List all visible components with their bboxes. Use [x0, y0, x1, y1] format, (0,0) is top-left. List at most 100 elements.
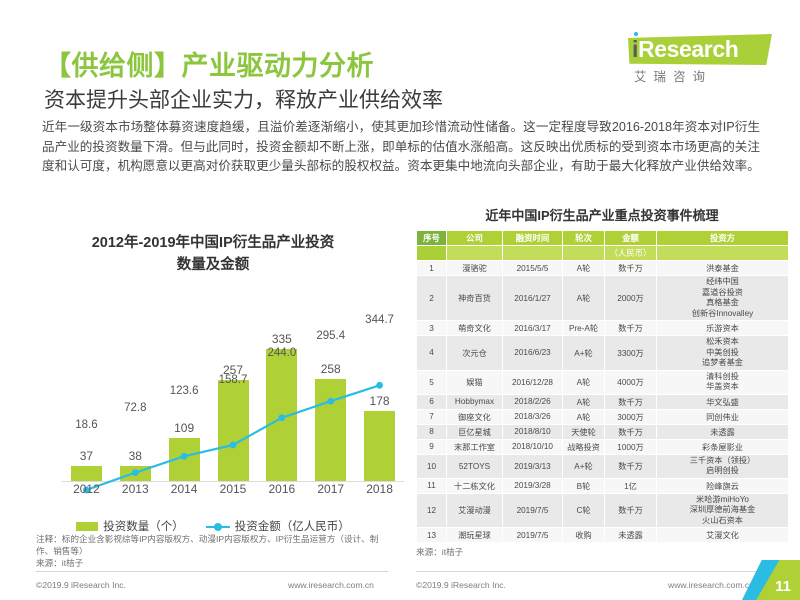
- chart-bar-value-label: 257: [222, 363, 244, 377]
- chart-x-tick-2016: 2016: [268, 482, 296, 496]
- chart-bar-2017: 258: [307, 363, 355, 481]
- table-row[interactable]: 11 十二栋文化 2019/3/28 B轮 1亿 险峰旗云: [416, 477, 789, 494]
- table-row[interactable]: 4 次元仓 2016/6/23 A+轮 3300万 松禾资本 中美创投 追梦者基金: [416, 335, 789, 371]
- table-subheader-cell-0: [416, 245, 447, 261]
- table-cell-company: 末那工作室: [446, 438, 503, 455]
- table-cell-amount: 数千万: [604, 320, 657, 336]
- chart-x-tick-2013: 2013: [121, 482, 149, 496]
- table-cell-date: 2019/7/5: [502, 527, 563, 543]
- table-subheader-row: （人民币）: [416, 245, 789, 261]
- chart-line-value-label: 244.0: [267, 346, 297, 359]
- footer-copyright-right: ©2019.9 iResearch Inc.: [416, 580, 506, 590]
- chart-legend: 投资数量（个） 投资金额（亿人民币）: [14, 518, 412, 534]
- page-title-bracket: 【供给侧】: [44, 51, 182, 81]
- table-cell-no: 2: [416, 275, 447, 321]
- chart-line-point-2018: [376, 381, 383, 389]
- chart-notes: 注释：标的企业含影视综等IP内容版权方、动漫IP内容版权方、IP衍生品运营方（设…: [36, 534, 386, 570]
- table-cell-line: 真格基金: [706, 298, 739, 307]
- table-cell-no: 12: [416, 492, 447, 528]
- table-row[interactable]: 9 末那工作室 2018/10/10 战略投资 1000万 彩条屋影业: [416, 438, 789, 455]
- chart-x-tick-2014: 2014: [170, 482, 198, 496]
- table-col-header-0[interactable]: 序号: [416, 230, 447, 246]
- table-cell-investors: 米哈游miHoYo 深圳厚德前海基金 火山石资本: [656, 492, 789, 528]
- chart-note-text: 注释：标的企业含影视综等IP内容版权方、动漫IP内容版权方、IP衍生品运营方（设…: [36, 534, 379, 556]
- table-cell-date: 2016/12/28: [502, 369, 563, 395]
- table-cell-no: 1: [416, 260, 447, 276]
- table-cell-date: 2018/8/10: [502, 423, 563, 440]
- table-cell-investors: 险峰旗云: [656, 477, 789, 494]
- table-cell-company: 52TOYS: [446, 453, 503, 479]
- table-row[interactable]: 3 萌奇文化 2016/3/17 Pre-A轮 数千万 乐游资本: [416, 320, 789, 336]
- table-cell-round: A轮: [562, 369, 605, 395]
- table-cell-no: 5: [416, 369, 447, 395]
- table-cell-line: 启明创投: [706, 466, 739, 475]
- table-row[interactable]: 5 娱猫 2016/12/28 A轮 4000万 清科创投 华盖资本: [416, 369, 789, 395]
- table-cell-line: 清科创投: [706, 371, 739, 381]
- table-cell-no: 11: [416, 477, 447, 494]
- iresearch-logo: iResearch 艾瑞咨询: [620, 30, 772, 88]
- chart-bar-value-label: 109: [174, 421, 195, 435]
- table-cell-line: 火山石资本: [702, 515, 743, 525]
- table-cell-company: 萌奇文化: [446, 320, 503, 336]
- table-head: 序号 公司 融资时间 轮次 金额 投资方 （人民币）: [416, 230, 789, 261]
- table-cell-no: 9: [416, 438, 447, 455]
- table-cell-line: 经纬中国: [706, 277, 739, 286]
- table-cell-amount: 数千万: [604, 423, 657, 440]
- table-col-header-5[interactable]: 投资方: [656, 230, 789, 246]
- table-cell-company: 漫骆驼: [446, 260, 503, 276]
- chart-title-line-2: 数量及金额: [176, 257, 250, 273]
- table-subheader-cell-1: [446, 245, 503, 261]
- chart-line-value-label: 158.7: [218, 374, 248, 387]
- table-row[interactable]: 1 漫骆驼 2015/5/5 A轮 数千万 洪泰基金: [416, 260, 789, 276]
- chart-bar-rect: [315, 379, 347, 481]
- table-cell-amount: 2000万: [604, 275, 657, 321]
- table-row[interactable]: 8 巨亿星城 2018/8/10 天使轮 数千万 未透露: [416, 423, 789, 440]
- chart-bar-2012: 37: [62, 450, 110, 481]
- table-row[interactable]: 7 御座文化 2018/3/26 A轮 3000万 同创伟业: [416, 408, 789, 425]
- table-cell-investors: 未透露: [656, 423, 789, 440]
- table-row[interactable]: 13 潮玩星球 2019/7/5 收购 未透露 艾漫文化: [416, 527, 789, 543]
- page-title: 【供给侧】产业驱动力分析: [44, 44, 374, 83]
- table-cell-company: 次元仓: [446, 335, 503, 371]
- table-cell-no: 4: [416, 335, 447, 371]
- table-cell-company: 潮玩星球: [446, 527, 503, 543]
- table-cell-line: 嘉道谷投资: [702, 287, 743, 297]
- table-cell-date: 2018/2/26: [502, 393, 563, 410]
- table-cell-investors: 洪泰基金: [656, 260, 789, 276]
- table-col-header-2[interactable]: 融资时间: [502, 230, 563, 246]
- logo-wedge-shape: [628, 34, 772, 65]
- page-title-main: 产业驱动力分析: [181, 51, 374, 81]
- chart-x-tick-2018: 2018: [366, 482, 393, 496]
- table-cell-investors: 乐游资本: [656, 320, 789, 336]
- table-row[interactable]: 12 艾漫动漫 2019/7/5 C轮 数千万 米哈游miHoYo 深圳厚德前海基金 火山石资…: [416, 492, 789, 528]
- table-cell-line: 三千资本（领投）: [689, 455, 756, 465]
- table-row[interactable]: 6 Hobbymax 2018/2/26 A轮 数千万 华文弘盛: [416, 393, 789, 410]
- page-subtitle: 资本提升头部企业实力，释放产业供给效率: [44, 89, 443, 112]
- chart-panel: 2012年-2019年中国IP衍生品产业投资 数量及金额 37 38 109 257 3…: [14, 232, 412, 534]
- chart-x-tick-2015: 2015: [219, 482, 247, 496]
- footer-divider-right: [416, 571, 768, 572]
- chart-bar-value-label: 38: [128, 449, 142, 463]
- chart-line-value-label: 72.8: [124, 401, 147, 414]
- chart-bar-value-label: 178: [369, 394, 390, 408]
- table-row[interactable]: 10 52TOYS 2019/3/13 A+轮 数千万 三千资本（领投） 启明创投: [416, 453, 789, 479]
- table-cell-round: B轮: [562, 477, 605, 494]
- table-col-header-1[interactable]: 公司: [446, 230, 503, 246]
- footer-url-left: www.iresearch.com.cn: [288, 580, 374, 590]
- chart-line-series: [83, 381, 383, 494]
- logo-word-research: Research: [638, 36, 739, 62]
- table-col-header-4[interactable]: 金额: [604, 230, 657, 246]
- table-cell-company: 十二栋文化: [446, 477, 503, 494]
- table-cell-date: 2019/3/28: [502, 477, 563, 494]
- table-cell-no: 7: [416, 408, 447, 425]
- table-cell-round: A轮: [562, 260, 605, 276]
- chart-line-point-2012: [83, 486, 90, 494]
- table-subheader-cell-5: [656, 245, 789, 261]
- chart-plot-area: 37 38 109 257 335 258 178 18.6 72.8 123.6 158.7 24…: [14, 284, 412, 494]
- table-row[interactable]: 2 神奇百货 2016/1/27 A轮 2000万 经纬中国 嘉道谷投资 真格基金 创新谷Inn…: [416, 275, 789, 321]
- page-number: 11: [775, 578, 791, 595]
- table-cell-round: A+轮: [562, 453, 605, 479]
- chart-line-point-2013: [131, 469, 139, 476]
- table-cell-amount: 3000万: [604, 408, 657, 425]
- table-col-header-3[interactable]: 轮次: [562, 230, 605, 246]
